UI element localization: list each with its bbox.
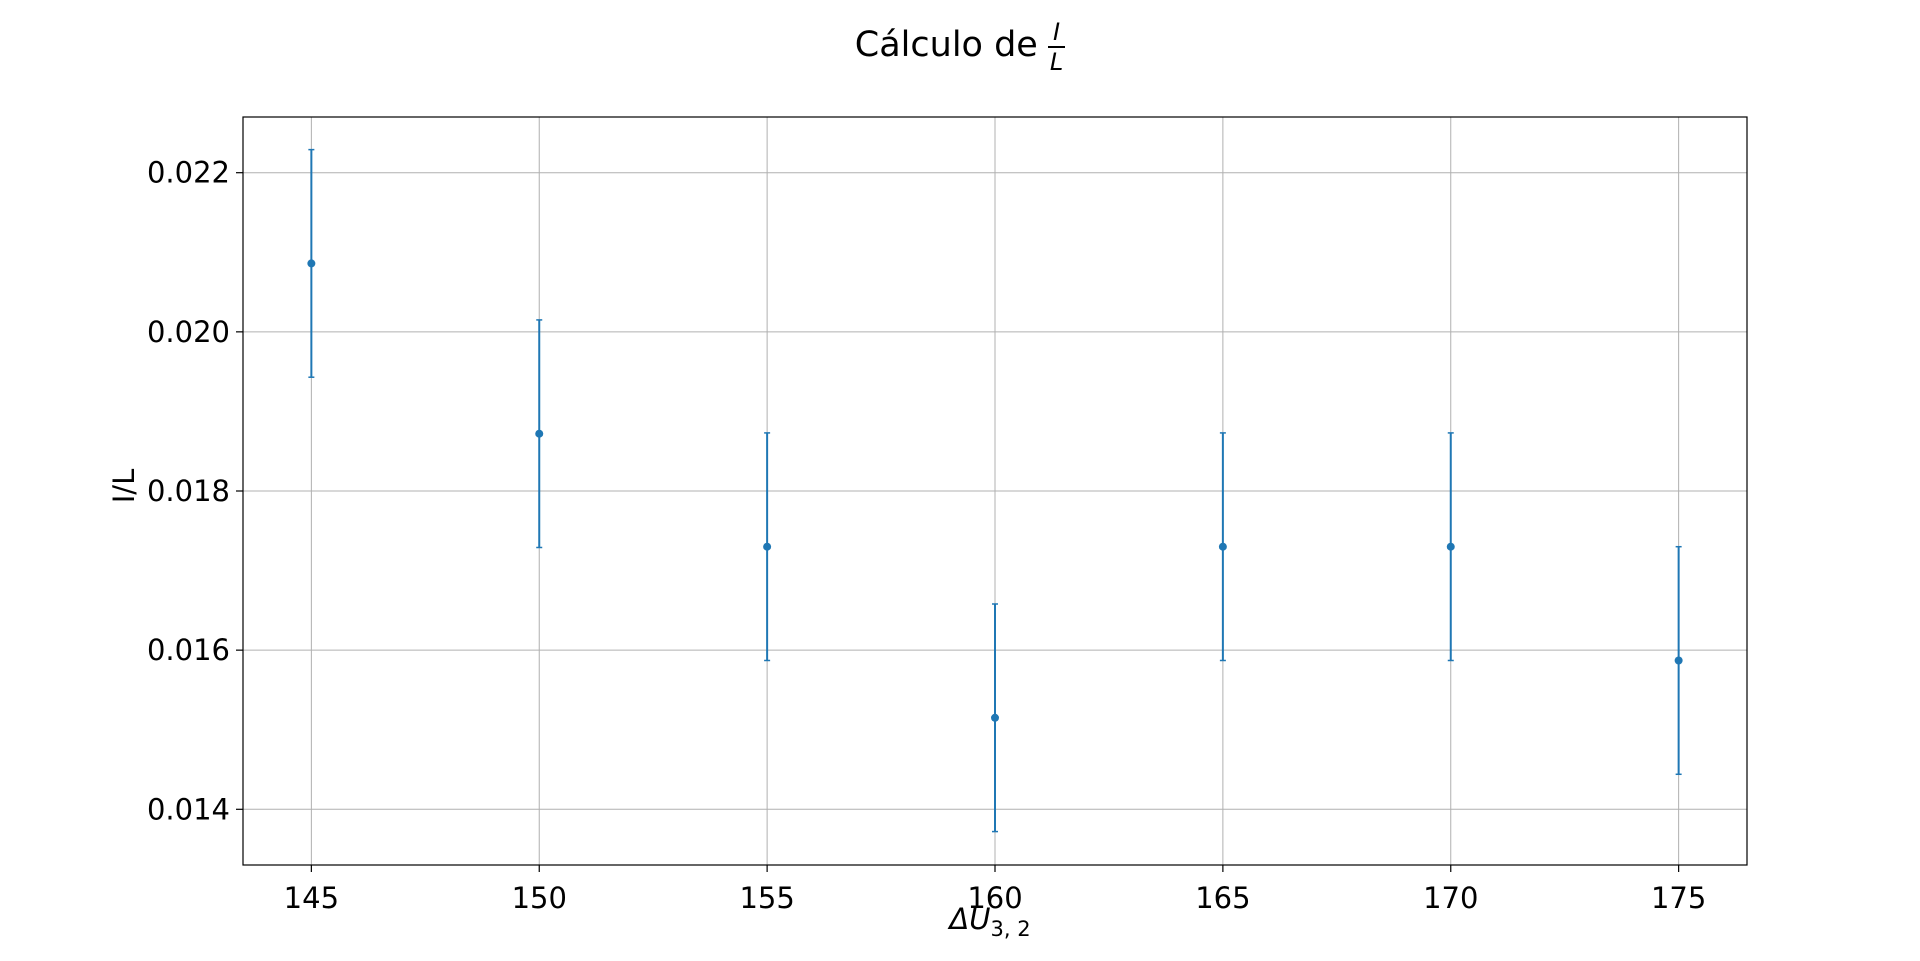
- y-tick-label: 0.022: [147, 156, 230, 190]
- x-axis-label-symbol: ΔU: [949, 902, 991, 936]
- chart-title-text: Cálculo de: [854, 25, 1038, 65]
- y-tick-label: 0.014: [147, 792, 230, 826]
- x-tick-label: 165: [1195, 881, 1250, 915]
- y-tick-label: 0.020: [147, 315, 230, 349]
- data-point: [307, 259, 316, 268]
- title-fraction: I L: [1047, 18, 1066, 76]
- data-point: [991, 713, 999, 722]
- x-tick-label: 170: [1423, 881, 1478, 915]
- chart-title: Cálculo de I L: [0, 18, 1920, 76]
- y-axis-label: I/L: [107, 468, 141, 504]
- x-tick-label: 175: [1651, 881, 1706, 915]
- x-tick-label: 145: [284, 881, 339, 915]
- y-tick-label: 0.018: [147, 474, 230, 508]
- title-fraction-denominator: L: [1047, 46, 1066, 76]
- data-point: [535, 429, 544, 438]
- x-tick-label: 150: [512, 881, 567, 915]
- data-point: [1446, 542, 1455, 551]
- x-axis-label-subscript: 3, 2: [990, 916, 1031, 941]
- data-point: [1218, 542, 1227, 551]
- title-fraction-numerator: I: [1052, 18, 1061, 46]
- x-tick-label: 160: [967, 881, 1022, 915]
- data-point: [763, 542, 772, 551]
- x-axis-label: ΔU3, 2: [0, 902, 1920, 941]
- y-tick-label: 0.016: [147, 633, 230, 667]
- x-tick-label: 155: [739, 881, 794, 915]
- data-point: [1674, 656, 1683, 665]
